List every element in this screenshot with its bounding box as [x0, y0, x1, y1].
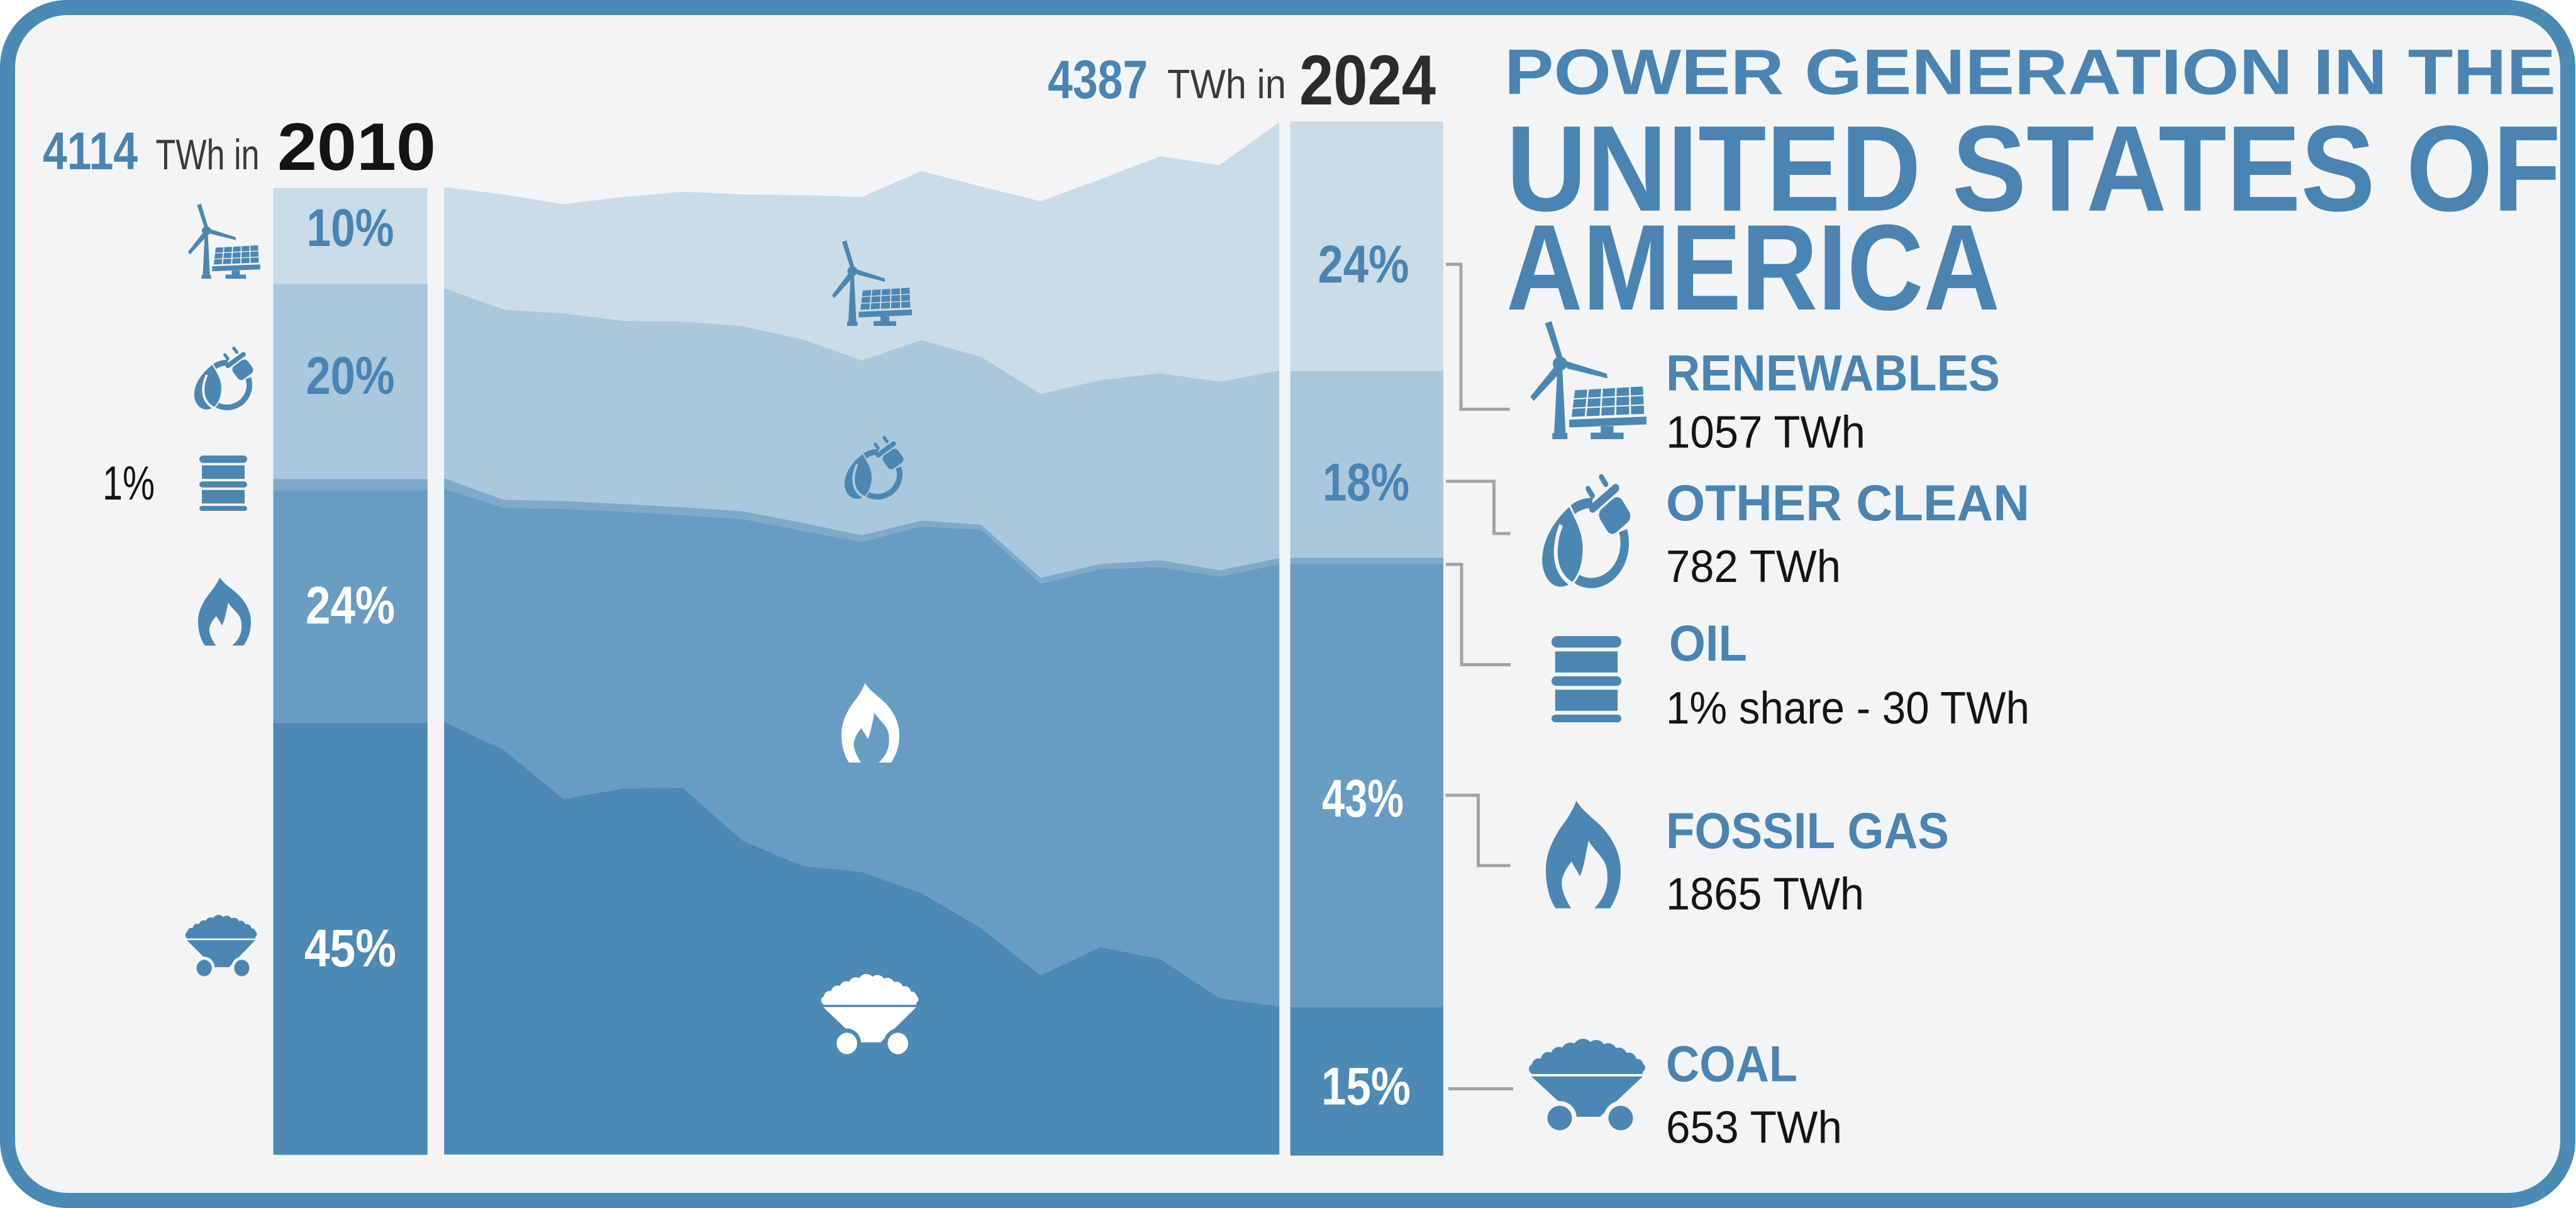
svg-text:20%: 20%	[306, 346, 395, 405]
svg-text:653 TWh: 653 TWh	[1666, 1103, 1842, 1153]
svg-text:UNITED STATES OF: UNITED STATES OF	[1506, 101, 2561, 237]
svg-text:1057 TWh: 1057 TWh	[1666, 408, 1865, 458]
svg-text:18%: 18%	[1323, 453, 1409, 512]
svg-text:FOSSIL GAS: FOSSIL GAS	[1666, 803, 1949, 859]
svg-text:24%: 24%	[1318, 235, 1409, 294]
svg-text:OTHER CLEAN: OTHER CLEAN	[1666, 475, 2029, 532]
svg-text:TWh in: TWh in	[1167, 61, 1286, 107]
svg-text:AMERICA: AMERICA	[1506, 199, 2000, 336]
svg-text:COAL: COAL	[1666, 1036, 1797, 1093]
svg-text:1% share - 30 TWh: 1% share - 30 TWh	[1666, 683, 2029, 734]
svg-text:2024: 2024	[1299, 41, 1436, 120]
svg-text:TWh in: TWh in	[156, 131, 260, 179]
svg-text:2010: 2010	[277, 109, 436, 184]
svg-text:24%: 24%	[306, 576, 395, 635]
svg-text:45%: 45%	[304, 919, 396, 978]
svg-text:782 TWh: 782 TWh	[1666, 542, 1841, 592]
svg-text:1865 TWh: 1865 TWh	[1666, 870, 1864, 920]
svg-text:10%: 10%	[307, 198, 394, 257]
svg-text:OIL: OIL	[1669, 615, 1747, 672]
svg-text:RENEWABLES: RENEWABLES	[1666, 345, 2000, 401]
svg-text:43%: 43%	[1322, 769, 1404, 828]
svg-text:POWER GENERATION IN THE: POWER GENERATION IN THE	[1504, 36, 2556, 108]
svg-text:15%: 15%	[1321, 1057, 1411, 1116]
svg-text:4114: 4114	[43, 121, 138, 181]
svg-text:1%: 1%	[103, 457, 155, 510]
svg-text:4387: 4387	[1048, 50, 1148, 110]
